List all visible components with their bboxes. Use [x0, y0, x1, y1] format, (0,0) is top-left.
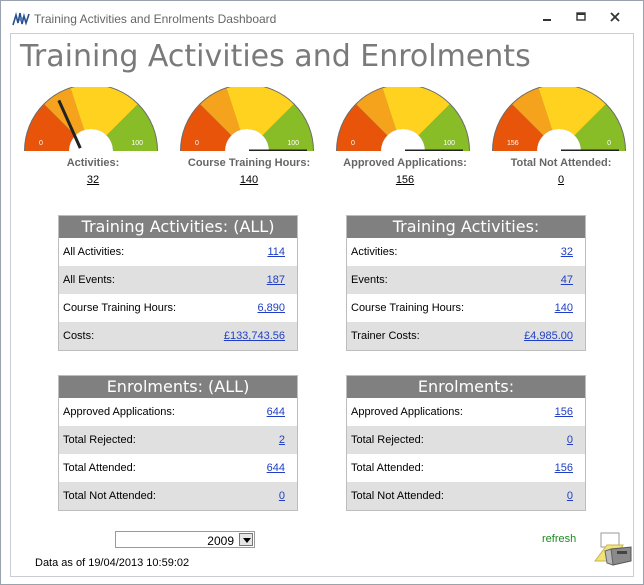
row-value-link[interactable]: 156 [554, 462, 573, 474]
maximize-button[interactable] [571, 10, 591, 26]
row-value-link[interactable]: £133,743.56 [223, 330, 285, 342]
table-row: Total Rejected: 2 [59, 426, 297, 454]
row-value-link[interactable]: 0 [278, 490, 285, 502]
printer-icon[interactable] [593, 531, 633, 567]
gauge-dial: 0 100 [24, 87, 158, 151]
panel-training-activities-all: Training Activities: (ALL) All Activitie… [58, 215, 298, 351]
maximize-icon [576, 12, 586, 21]
gauge: 156 0 [491, 87, 627, 151]
gauge-value: 156 [395, 174, 415, 186]
content-frame [10, 33, 634, 577]
minimize-icon [543, 19, 551, 21]
gauge-min-label: 0 [351, 140, 355, 147]
gauge-needle [57, 99, 82, 149]
gauge: 0 100 [179, 87, 315, 151]
app-logo-icon [12, 11, 30, 26]
gauge-label: Activities: [66, 157, 120, 169]
row-value-link[interactable]: 32 [560, 246, 573, 258]
row-value-link[interactable]: 114 [267, 246, 285, 258]
table-row: All Events: 187 [59, 266, 297, 294]
row-value-link[interactable]: 0 [566, 434, 573, 446]
gauge-max-label: 100 [287, 140, 299, 147]
minimize-button[interactable] [537, 10, 557, 26]
row-value-link[interactable]: 644 [266, 406, 285, 418]
panel-title: Training Activities: (ALL) [59, 216, 297, 238]
row-label: Total Not Attended: [351, 490, 444, 502]
table-row: Total Not Attended: 0 [347, 482, 585, 510]
close-icon [610, 12, 620, 22]
row-label: All Activities: [63, 246, 125, 258]
row-label: Total Attended: [351, 462, 424, 474]
table-row: Course Training Hours: 140 [347, 294, 585, 322]
row-label: Activities: [351, 246, 398, 258]
data-as-of-text: Data as of 19/04/2013 10:59:02 [35, 557, 190, 569]
table-row: Approved Applications: 156 [347, 398, 585, 426]
close-button[interactable] [605, 10, 625, 26]
gauge-label: Course Training Hours: [187, 157, 311, 169]
table-row: Total Rejected: 0 [347, 426, 585, 454]
gauge-min-label: 0 [195, 140, 199, 147]
panel-enrolments-all: Enrolments: (ALL) Approved Applications:… [58, 375, 298, 511]
gauge-label: Total Not Attended: [510, 157, 612, 169]
gauge-min-label: 156 [507, 140, 519, 147]
gauge-dial: 0 100 [180, 87, 314, 151]
panel-training-activities: Training Activities: Activities: 32 Event… [346, 215, 586, 351]
row-value-link[interactable]: 47 [560, 274, 573, 286]
chevron-down-icon[interactable] [239, 533, 253, 546]
row-value-link[interactable]: £4,985.00 [524, 330, 573, 342]
gauge-value: 32 [86, 174, 100, 186]
gauge-dial: 156 0 [492, 87, 626, 151]
year-select-value: 2009 [207, 534, 234, 548]
row-label: Approved Applications: [63, 406, 175, 418]
row-value-link[interactable]: 6,890 [257, 302, 285, 314]
title-bar: Training Activities and Enrolments Dashb… [1, 1, 643, 33]
table-row: Activities: 32 [347, 238, 585, 266]
gauge-max-label: 0 [607, 140, 611, 147]
row-label: All Events: [63, 274, 115, 286]
table-row: Course Training Hours: 6,890 [59, 294, 297, 322]
refresh-link[interactable]: refresh [542, 533, 577, 545]
table-row: Trainer Costs: £4,985.00 [347, 322, 585, 350]
row-label: Approved Applications: [351, 406, 463, 418]
row-value-link[interactable]: 140 [554, 302, 573, 314]
table-row: Total Attended: 156 [347, 454, 585, 482]
gauge-label: Approved Applications: [343, 157, 467, 169]
table-row: Approved Applications: 644 [59, 398, 297, 426]
row-value-link[interactable]: 156 [554, 406, 573, 418]
panel-title: Enrolments: (ALL) [59, 376, 297, 398]
gauge-min-label: 0 [39, 140, 43, 147]
gauge-dial: 0 100 [336, 87, 470, 151]
row-label: Total Rejected: [351, 434, 424, 446]
year-select[interactable]: 2009 [115, 531, 255, 548]
panel-enrolments: Enrolments: Approved Applications: 156 To… [346, 375, 586, 511]
row-value-link[interactable]: 2 [278, 434, 285, 446]
gauge-value: 0 [557, 174, 565, 186]
gauge-value: 140 [239, 174, 259, 186]
row-label: Course Training Hours: [63, 302, 177, 314]
table-row: Events: 47 [347, 266, 585, 294]
gauge: 0 100 [335, 87, 471, 151]
gauge-max-label: 100 [131, 140, 143, 147]
table-row: Total Not Attended: 0 [59, 482, 297, 510]
row-label: Total Attended: [63, 462, 136, 474]
gauge-max-label: 100 [443, 140, 455, 147]
row-value-link[interactable]: 644 [266, 462, 285, 474]
row-label: Total Not Attended: [63, 490, 156, 502]
row-label: Course Training Hours: [351, 302, 465, 314]
row-value-link[interactable]: 187 [266, 274, 285, 286]
row-label: Costs: [63, 330, 95, 342]
panel-title: Enrolments: [347, 376, 585, 398]
row-label: Total Rejected: [63, 434, 136, 446]
row-value-link[interactable]: 0 [566, 490, 573, 502]
table-row: Total Attended: 644 [59, 454, 297, 482]
row-label: Trainer Costs: [351, 330, 420, 342]
window-title: Training Activities and Enrolments Dashb… [34, 12, 277, 26]
page-title: Training Activities and Enrolments [20, 39, 531, 74]
gauge: 0 100 [23, 87, 159, 151]
panel-title: Training Activities: [347, 216, 585, 238]
table-row: All Activities: 114 [59, 238, 297, 266]
row-label: Events: [351, 274, 388, 286]
table-row: Costs: £133,743.56 [59, 322, 297, 350]
